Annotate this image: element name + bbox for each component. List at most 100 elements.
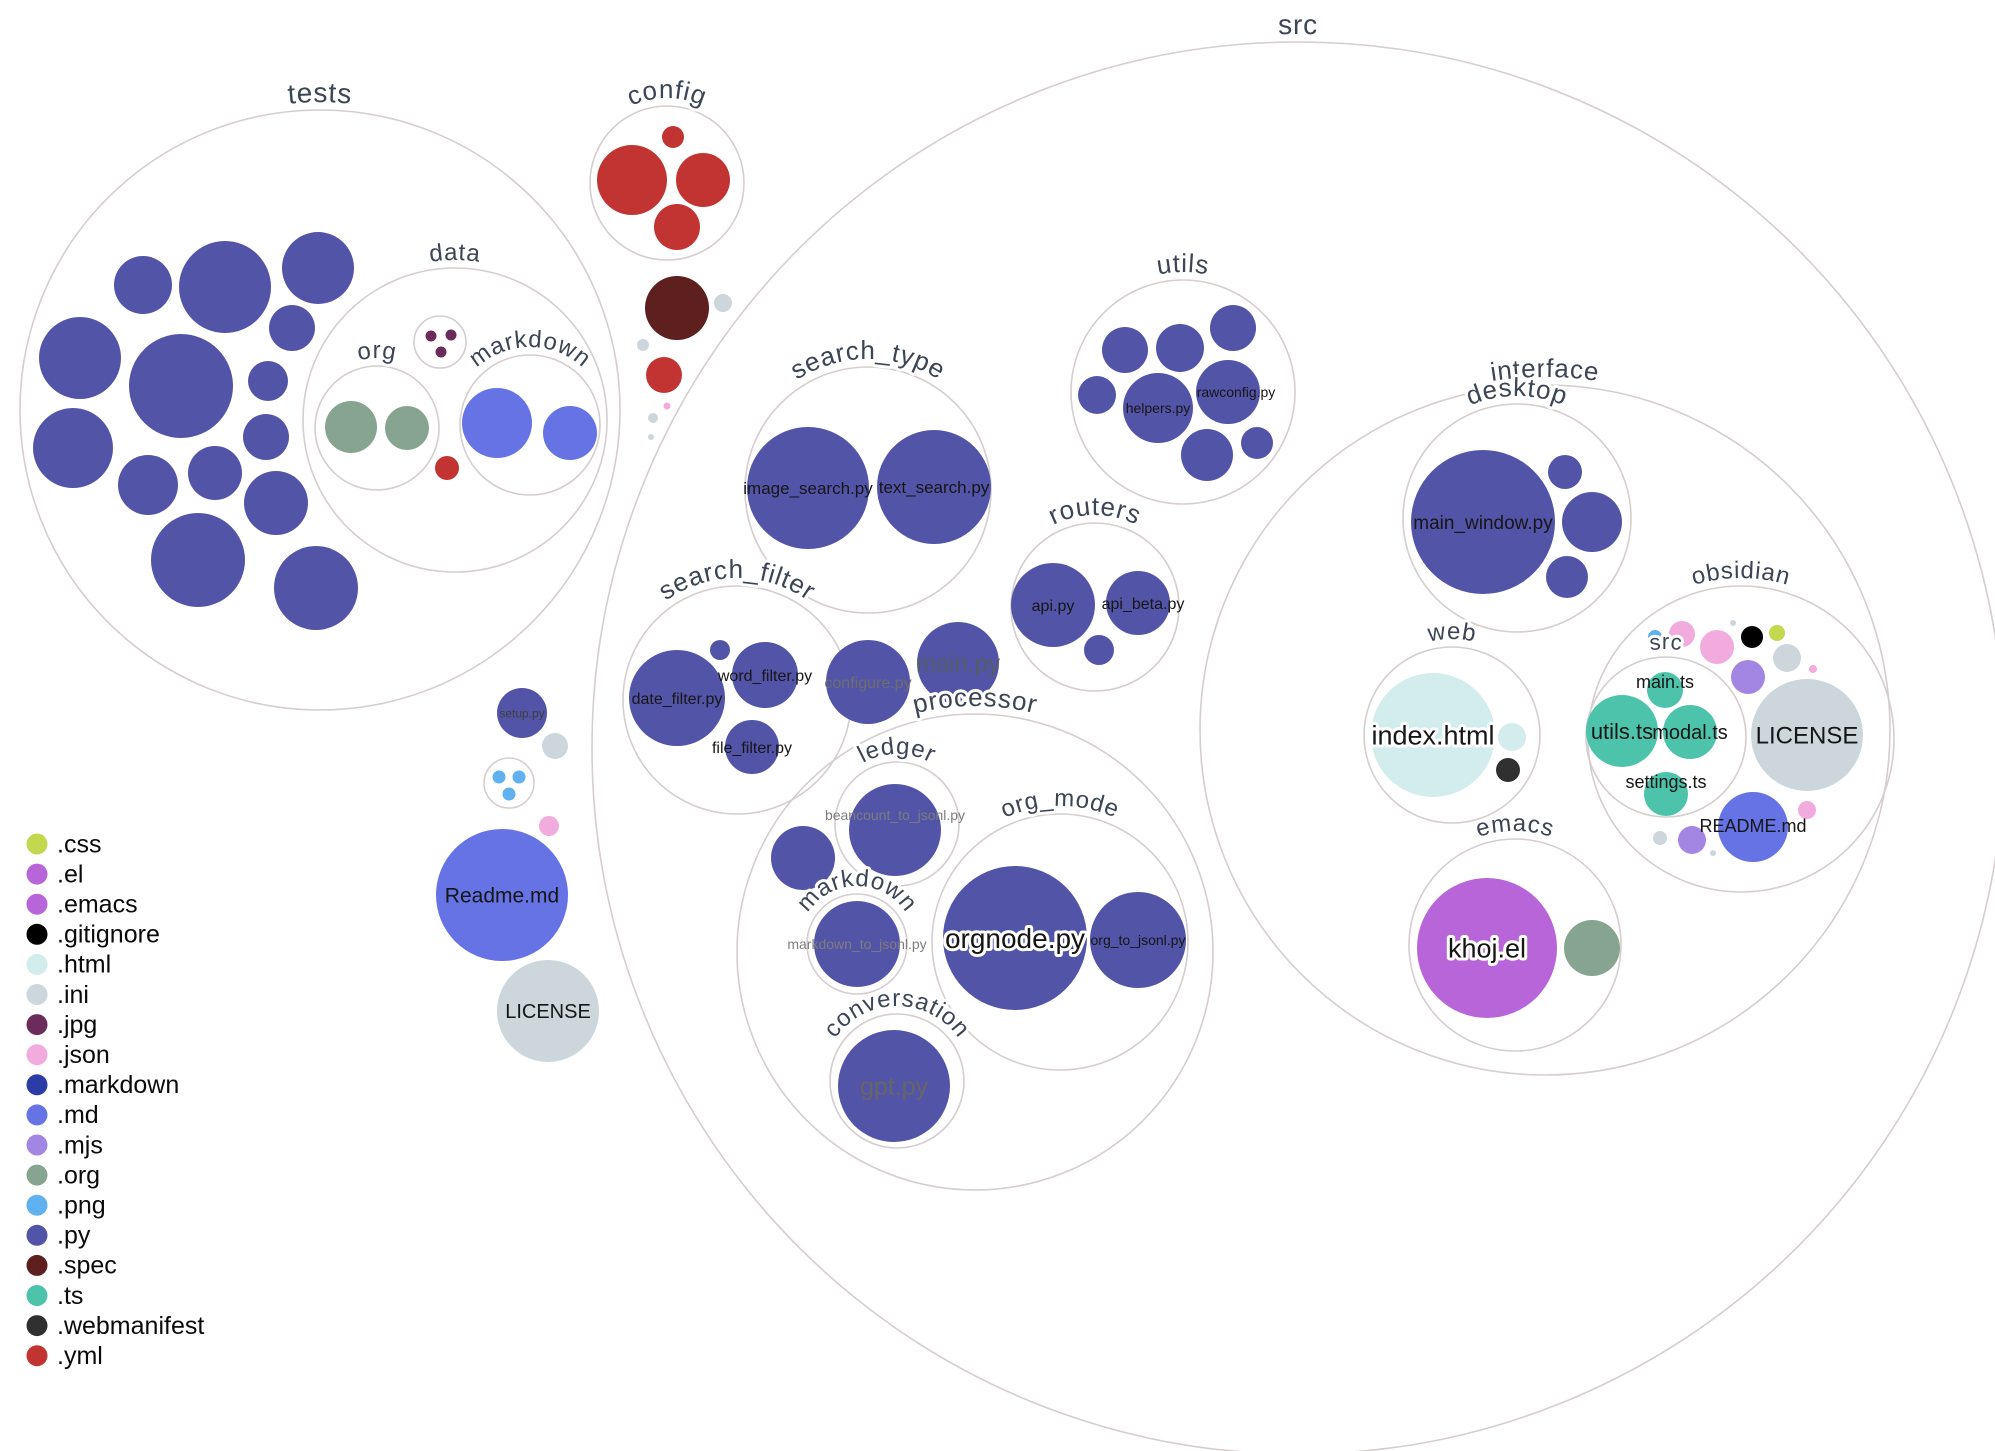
legend-item-html: .html — [26, 951, 111, 979]
folder-ledger-label: ledger — [853, 733, 940, 769]
legend-item-md: .md — [26, 1101, 99, 1129]
file-png-dot — [1648, 630, 1662, 644]
legend-label-yml: .yml — [57, 1342, 103, 1370]
file-gpt-py — [838, 1030, 950, 1142]
legend-item-org: .org — [26, 1161, 100, 1189]
file-mjs-dot — [1678, 826, 1706, 854]
folder-emacs-ring — [1408, 838, 1622, 1052]
file-utils-ts — [1586, 695, 1658, 767]
file-py-dot — [129, 334, 233, 438]
file-py-dot — [1156, 324, 1204, 372]
file-settings-ts — [1644, 772, 1688, 816]
file-md-dot — [543, 406, 597, 460]
file-api-beta-py-label: api_beta.py — [1102, 596, 1185, 613]
file-json-dot — [1700, 630, 1734, 664]
file-yml-dot — [654, 204, 700, 250]
file-markdown-to-jsonl-py — [814, 901, 900, 987]
folder-src-ring — [591, 41, 1995, 1451]
file-json-dot — [1798, 801, 1816, 819]
legend-item-spec: .spec — [26, 1252, 117, 1280]
file-py-dot — [1548, 455, 1582, 489]
file-license-label: LICENSE — [1756, 723, 1859, 750]
file-json-dot — [1669, 621, 1695, 647]
folder-utils-label: utils — [1155, 248, 1212, 280]
file-jpg-dot — [425, 330, 437, 342]
file-rawconfig-py — [1196, 360, 1260, 424]
file-ini-dot — [648, 413, 658, 423]
folder-tests-ring — [19, 109, 621, 711]
file-html-dot — [1498, 723, 1526, 751]
file-file-filter-py — [725, 720, 779, 774]
file-png-dot — [502, 787, 516, 801]
file-py-dot — [1181, 429, 1233, 481]
file-py-dot — [282, 232, 354, 304]
legend-swatch-json — [26, 1044, 48, 1066]
folder-data-markdown-ring — [459, 354, 601, 496]
folder-processor-markdown-ring — [806, 893, 908, 995]
file-configure-py-label: configure.py — [824, 675, 911, 692]
legend-item-emacs: .emacs — [26, 890, 138, 918]
folder-org_mode-label: org_mode — [997, 785, 1123, 824]
file-api-beta-py — [1106, 571, 1170, 635]
file-api-py — [1011, 563, 1095, 647]
file-json-dot — [663, 402, 671, 410]
file-khoj-el — [1417, 878, 1557, 1018]
legend-label-json: .json — [57, 1041, 110, 1069]
legend: .css.el.emacs .gitignore.html.ini.jpg.jso… — [26, 830, 204, 1370]
file-beancount-to-jsonl-py — [849, 784, 941, 876]
legend-swatch-spec — [26, 1254, 48, 1276]
file-index-html — [1371, 673, 1495, 797]
file-org-dot — [385, 406, 429, 450]
file-helpers-py-label: helpers.py — [1126, 400, 1191, 416]
legend-swatch-webmanifest — [26, 1315, 48, 1337]
legend-swatch-emacs — [26, 893, 48, 915]
file-py-dot — [244, 471, 308, 535]
file-helpers-py — [1123, 373, 1193, 443]
file-license — [497, 960, 599, 1062]
file-png-dot — [492, 770, 506, 784]
legend-item-png: .png — [26, 1191, 106, 1219]
file-py-dot — [188, 446, 242, 500]
file-settings-ts-label: settings.ts — [1625, 772, 1706, 792]
file-org-dot — [1564, 920, 1620, 976]
legend-swatch-ts — [26, 1285, 48, 1306]
file-ini-dot — [714, 294, 732, 312]
folder-config-ring — [589, 105, 745, 261]
file-modal-ts-label: modal.ts — [1652, 722, 1728, 744]
folder-data-markdown-label: markdown — [464, 326, 596, 373]
legend-item-el: .el — [26, 860, 83, 888]
file-file-filter-py-label: file_filter.py — [712, 740, 792, 757]
legend-swatch-markdown — [26, 1074, 48, 1096]
file-py-dot — [118, 455, 178, 515]
legend-item-mjs: .mjs — [26, 1131, 103, 1159]
file-gitignore-dot — [1741, 626, 1763, 648]
legend-label-md: .md — [57, 1101, 99, 1129]
legend-swatch-gitignore — [26, 923, 48, 945]
legend-swatch-jpg — [26, 1014, 48, 1036]
folder-data-ring — [302, 267, 608, 573]
folder-data-images-ring — [413, 315, 467, 369]
file-py-dot — [1078, 376, 1116, 414]
legend-swatch-yml — [26, 1345, 48, 1367]
file-webmanifest-dot — [1496, 758, 1520, 782]
folder-routers-ring — [1010, 522, 1180, 692]
legend-swatch-css — [26, 833, 48, 855]
folder-search_type-ring — [744, 366, 992, 614]
file-py-dot — [1241, 427, 1273, 459]
file-orgnode-py — [943, 866, 1087, 1010]
folder-obsidian-src-ring — [1585, 656, 1747, 818]
file-main-window-py — [1411, 450, 1555, 594]
legend-swatch-el — [26, 863, 48, 885]
file-mjs-dot — [1731, 660, 1765, 694]
file-main-window-py-label: main_window.py — [1413, 513, 1553, 534]
file-readme-md-label: Readme.md — [445, 885, 559, 908]
file-setup-py — [497, 688, 547, 738]
file-main-py-label: main.py — [916, 651, 1000, 678]
file-jpg-dot — [435, 346, 447, 358]
folder-web-label: web — [1425, 618, 1479, 648]
file-readme-md — [436, 829, 568, 961]
file-py-dot — [248, 361, 288, 401]
file-gpt-py-label: gpt.py — [860, 1073, 929, 1101]
